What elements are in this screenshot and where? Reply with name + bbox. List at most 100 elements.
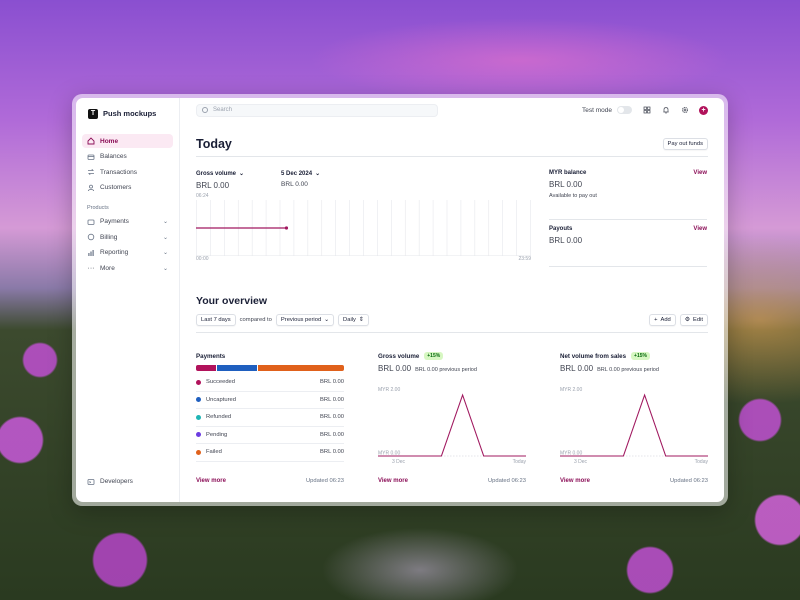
view-more-link[interactable]: View more (378, 478, 408, 484)
chevron-down-icon: ⌄ (162, 219, 168, 225)
account-switcher[interactable]: T Push mockups (82, 107, 173, 120)
gross-volume-value: BRL 0.00 (196, 181, 230, 190)
compared-to-label: compared to (239, 317, 272, 323)
payouts-block: Payouts View BRL 0.00 (549, 220, 707, 267)
test-mode-label: Test mode (582, 106, 612, 114)
chevron-down-icon: ⌄ (239, 171, 245, 177)
overview-title: Your overview (196, 295, 267, 307)
create-button[interactable]: + (699, 105, 708, 115)
payouts-value: BRL 0.00 (549, 236, 583, 245)
sidebar-item-billing[interactable]: Billing ⌄ (82, 230, 173, 244)
gross-volume-card-title: Gross volume +15% (378, 352, 526, 360)
myr-balance-header: MYR balance View (549, 170, 707, 176)
payment-status-row[interactable]: Succeeded BRL 0.00 (196, 374, 344, 392)
edit-button[interactable]: ⚙ Edit (679, 314, 708, 326)
sidebar-item-label: More (100, 264, 115, 272)
status-dot (196, 397, 201, 403)
products-section-label: Products (87, 204, 109, 211)
edit-label: Edit (693, 317, 703, 323)
status-dot (196, 414, 201, 420)
chevron-down-icon: ⌄ (162, 234, 168, 241)
chevron-down-icon: ⌄ (315, 171, 321, 177)
stacked-bar-segment (257, 365, 344, 371)
updated-label: Updated 06:23 (305, 478, 344, 484)
reporting-icon (87, 249, 95, 257)
sidebar-item-developers[interactable]: Developers (82, 475, 138, 489)
sidebar-item-label: Home (100, 137, 119, 145)
sidebar-item-payments[interactable]: Payments ⌄ (82, 215, 173, 229)
balances-column: MYR balance View BRL 0.00 Available to p… (549, 170, 707, 267)
myr-balance-block: MYR balance View BRL 0.00 Available to p… (549, 170, 707, 220)
previous-period-value: BRL 0.00 previous period (415, 367, 477, 373)
stacked-bar-segment (196, 365, 217, 371)
payouts-label: Payouts (549, 226, 573, 232)
gross-volume-card-footer: View more Updated 06:23 (378, 478, 526, 484)
x-end-label: Today (695, 459, 708, 464)
apps-icon[interactable] (642, 106, 651, 115)
bell-icon[interactable] (661, 106, 670, 115)
current-point (284, 226, 289, 230)
compare-date-selector[interactable]: 5 Dec 2024 ⌄ (281, 170, 321, 178)
payment-status-row[interactable]: Pending BRL 0.00 (196, 427, 344, 444)
billing-icon (87, 233, 95, 241)
gear-icon: ⚙ (684, 317, 690, 323)
compare-date-value: BRL 0.00 (281, 181, 308, 188)
sidebar-item-reporting[interactable]: Reporting ⌄ (82, 246, 173, 260)
updown-icon: ⇕ (358, 317, 364, 323)
status-dot (196, 449, 201, 455)
sidebar-item-more[interactable]: ··· More ⌄ (82, 261, 173, 275)
sidebar-item-label: Balances (100, 153, 127, 160)
comparison-select[interactable]: Previous period ⌄ (275, 314, 335, 326)
change-badge: +15% (424, 352, 444, 360)
toggle-switch[interactable] (617, 106, 632, 114)
today-metrics: Gross volume ⌄ BRL 0.00 5 Dec 2024 ⌄ (196, 170, 531, 191)
payment-status-row[interactable]: Failed BRL 0.00 (196, 444, 344, 462)
payment-status-row[interactable]: Uncaptured BRL 0.00 (196, 392, 344, 409)
granularity-select[interactable]: Daily ⇕ (338, 314, 369, 326)
gross-volume-summary: BRL 0.00 BRL 0.00 previous period (378, 364, 526, 373)
sidebar-item-transactions[interactable]: Transactions (82, 165, 173, 179)
page-title: Today (196, 137, 232, 151)
account-name: Push mockups (103, 109, 157, 118)
x-start-label: 3 Dec (392, 459, 406, 464)
customers-icon (87, 184, 95, 192)
pay-out-funds-button[interactable]: Pay out funds (662, 138, 708, 150)
net-volume-summary: BRL 0.00 BRL 0.00 previous period (560, 364, 708, 373)
gear-icon[interactable] (680, 106, 689, 115)
sidebar-item-home[interactable]: Home (82, 134, 173, 148)
date-range-button[interactable]: Last 7 days (196, 314, 236, 326)
view-more-link[interactable]: View more (560, 478, 590, 484)
view-more-link[interactable]: View more (196, 478, 226, 484)
add-button[interactable]: + Add (649, 314, 676, 326)
card-title-label: Net volume from sales (560, 352, 627, 360)
myr-balance-value: BRL 0.00 (549, 180, 583, 189)
gross-volume-selector[interactable]: Gross volume ⌄ (196, 170, 245, 178)
developers-icon (87, 478, 95, 486)
gross-volume-metric: Gross volume ⌄ BRL 0.00 (196, 170, 245, 191)
test-mode-toggle[interactable]: Test mode (582, 106, 632, 114)
stacked-bar-segment (217, 365, 257, 371)
brand-logo: T (88, 108, 98, 119)
x-end-label: Today (513, 459, 526, 464)
net-volume-chart: MYR 2.00 MYR 0.00 3 Dec Today (560, 387, 708, 464)
today-chart (196, 200, 531, 256)
view-balance-link[interactable]: View (693, 170, 707, 176)
overview-filters: Last 7 days compared to Previous period … (196, 314, 708, 333)
status-amount: BRL 0.00 (320, 431, 344, 438)
view-payouts-link[interactable]: View (693, 226, 707, 232)
search-input[interactable]: Search (196, 103, 438, 117)
payment-status-row[interactable]: Refunded BRL 0.00 (196, 409, 344, 427)
main-content: Search Test mode + (180, 98, 724, 502)
status-label: Succeeded (206, 379, 236, 386)
y-max-label: MYR 2.00 (560, 387, 582, 393)
previous-period-value: BRL 0.00 previous period (597, 367, 659, 373)
sidebar-item-balances[interactable]: Balances (82, 150, 173, 164)
comparison-value: Previous period (280, 317, 322, 323)
sidebar-item-customers[interactable]: Customers (82, 181, 173, 195)
payments-stacked-bar (196, 365, 344, 371)
plus-icon: + (654, 317, 658, 323)
chevron-down-icon: ⌄ (324, 317, 330, 323)
payouts-header: Payouts View (549, 226, 707, 232)
granularity-value: Daily (343, 317, 356, 323)
more-icon: ··· (87, 264, 95, 272)
